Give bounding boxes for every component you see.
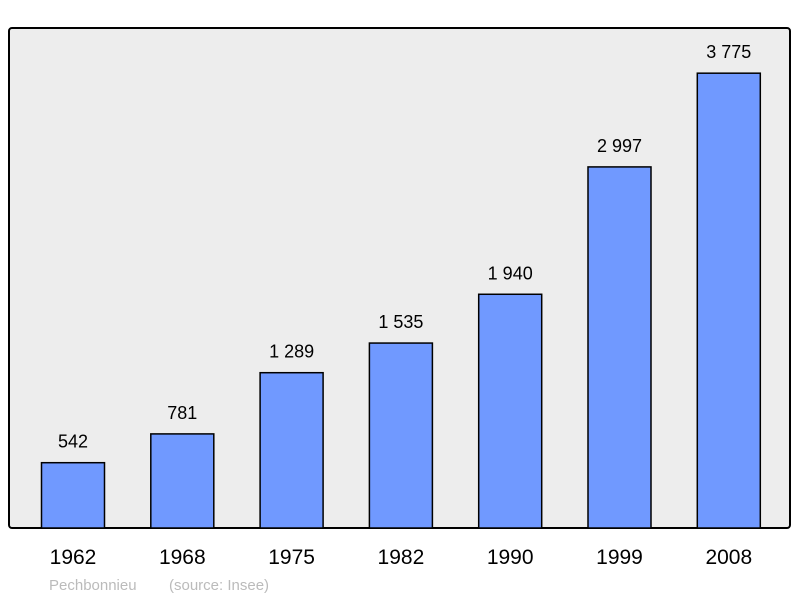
data-label-1982: 1 535 <box>378 312 423 332</box>
bar-1962 <box>40 461 106 529</box>
bar-1968 <box>150 433 215 529</box>
data-label-1999: 2 997 <box>597 136 642 156</box>
x-tick-label-1990: 1990 <box>487 546 534 569</box>
bar-2008 <box>696 72 762 529</box>
x-tick-label-1982: 1982 <box>378 546 425 569</box>
data-label-2008: 3 775 <box>706 42 751 62</box>
data-label-1975: 1 289 <box>269 342 314 362</box>
caption-source: (source: Insee) <box>169 577 269 594</box>
x-tick-label-1962: 1962 <box>50 546 97 569</box>
bar-1990 <box>477 293 543 529</box>
data-label-1990: 1 940 <box>488 263 533 283</box>
x-tick-label-1968: 1968 <box>159 546 206 569</box>
x-tick-label-2008: 2008 <box>705 546 752 569</box>
bar-1975 <box>259 371 324 529</box>
x-tick-label-1999: 1999 <box>596 546 643 569</box>
x-tick-label-1975: 1975 <box>268 546 315 569</box>
bar-1999 <box>587 166 652 529</box>
data-label-1962: 542 <box>58 432 88 452</box>
bar-1982 <box>368 342 434 529</box>
data-label-1968: 781 <box>167 403 197 423</box>
caption-place: Pechbonnieu <box>49 577 137 594</box>
